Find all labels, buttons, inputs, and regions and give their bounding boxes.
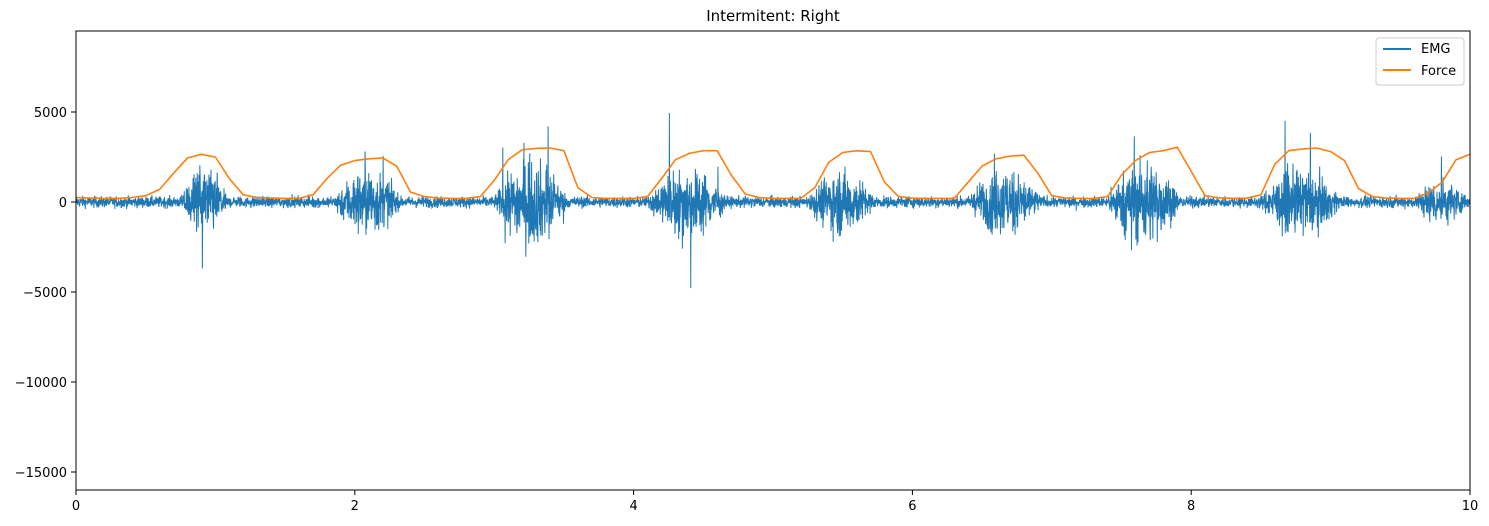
y-tick-label: 0	[59, 196, 67, 211]
series-line-force	[76, 146, 1470, 200]
legend-label-force: Force	[1421, 64, 1456, 79]
x-axis: 0 2 4 6 8 10	[72, 490, 1478, 514]
x-tick-label: 6	[908, 499, 916, 514]
x-tick-label: 10	[1462, 499, 1479, 514]
y-tick-label: 5000	[34, 106, 67, 121]
plot-area	[75, 30, 1471, 491]
x-tick-label: 0	[72, 499, 80, 514]
x-tick-label: 2	[351, 499, 359, 514]
x-tick-label: 8	[1187, 499, 1195, 514]
chart-title: Intermitent: Right	[706, 7, 840, 25]
series-line-emg	[76, 113, 1470, 289]
y-tick-label: −15000	[15, 466, 67, 481]
legend-label-emg: EMG	[1421, 42, 1451, 57]
y-tick-label: −10000	[15, 376, 67, 391]
x-tick-label: 4	[629, 499, 637, 514]
y-tick-label: −5000	[23, 286, 67, 301]
plot-frame	[75, 30, 1471, 491]
legend: EMG Force	[1375, 37, 1465, 86]
y-axis: 5000 0 −5000 −10000 −15000	[15, 106, 76, 481]
